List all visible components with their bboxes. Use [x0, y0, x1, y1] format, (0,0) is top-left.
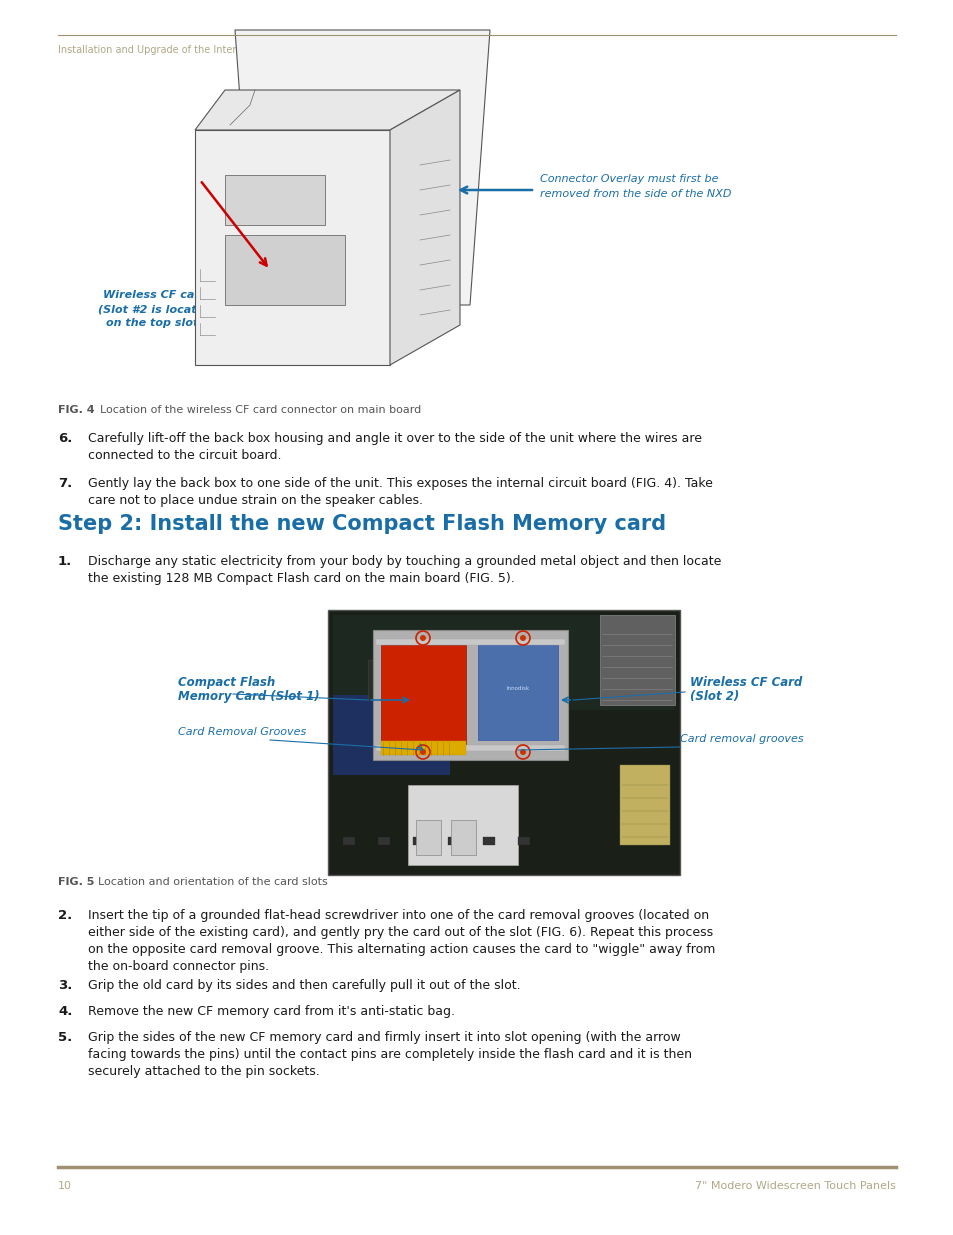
Text: 6.: 6.: [58, 432, 72, 445]
Text: 2.: 2.: [58, 909, 72, 923]
Bar: [482, 837, 495, 845]
Circle shape: [519, 635, 525, 641]
Bar: [373, 630, 567, 760]
Text: 1.: 1.: [58, 555, 72, 568]
Bar: [380, 741, 465, 755]
Bar: [599, 615, 675, 705]
Bar: [380, 645, 465, 745]
Bar: [333, 695, 450, 776]
Bar: [408, 785, 517, 864]
Polygon shape: [194, 90, 459, 130]
Text: Wireless CF card: Wireless CF card: [103, 290, 207, 300]
Text: Grip the sides of the new CF memory card and firmly insert it into slot opening : Grip the sides of the new CF memory card…: [88, 1031, 680, 1044]
Text: Card removal grooves: Card removal grooves: [679, 734, 802, 743]
Text: FIG. 4: FIG. 4: [58, 405, 94, 415]
Text: the on-board connector pins.: the on-board connector pins.: [88, 960, 269, 973]
Circle shape: [419, 635, 426, 641]
Text: Location and orientation of the card slots: Location and orientation of the card slo…: [91, 877, 328, 887]
Text: Grip the old card by its sides and then carefully pull it out of the slot.: Grip the old card by its sides and then …: [88, 979, 520, 992]
Text: Insert the tip of a grounded flat-head screwdriver into one of the card removal : Insert the tip of a grounded flat-head s…: [88, 909, 708, 923]
Bar: [328, 610, 679, 876]
Text: Installation and Upgrade of the Internal NXD Components: Installation and Upgrade of the Internal…: [58, 44, 340, 56]
Text: securely attached to the pin sockets.: securely attached to the pin sockets.: [88, 1065, 319, 1078]
Text: Card Removal Grooves: Card Removal Grooves: [178, 727, 306, 737]
Bar: [448, 837, 459, 845]
Text: 7.: 7.: [58, 477, 72, 490]
Bar: [377, 837, 390, 845]
Text: on the top slot): on the top slot): [106, 317, 204, 329]
Text: Memory Card (Slot 1): Memory Card (Slot 1): [178, 690, 319, 703]
Text: connected to the circuit board.: connected to the circuit board.: [88, 450, 281, 462]
Text: (Slot 2): (Slot 2): [689, 690, 739, 703]
Bar: [416, 820, 440, 855]
Text: Discharge any static electricity from your body by touching a grounded metal obj: Discharge any static electricity from yo…: [88, 555, 720, 568]
Text: 5.: 5.: [58, 1031, 72, 1044]
Text: Carefully lift-off the back box housing and angle it over to the side of the uni: Carefully lift-off the back box housing …: [88, 432, 701, 445]
Text: AMX: AMX: [410, 673, 425, 679]
Text: either side of the existing card), and gently pry the card out of the slot (FIG.: either side of the existing card), and g…: [88, 926, 713, 939]
Text: (Slot #2 is located: (Slot #2 is located: [98, 304, 212, 314]
Text: Connector Overlay must first be: Connector Overlay must first be: [539, 174, 718, 184]
Text: care not to place undue strain on the speaker cables.: care not to place undue strain on the sp…: [88, 494, 422, 508]
Bar: [619, 764, 669, 845]
Bar: [477, 645, 558, 740]
Bar: [225, 235, 345, 305]
Bar: [517, 837, 530, 845]
Circle shape: [519, 748, 525, 755]
Text: 3.: 3.: [58, 979, 72, 992]
Text: Step 2: Install the new Compact Flash Memory card: Step 2: Install the new Compact Flash Me…: [58, 514, 665, 534]
Text: the existing 128 MB Compact Flash card on the main board (FIG. 5).: the existing 128 MB Compact Flash card o…: [88, 572, 515, 585]
Bar: [375, 745, 564, 751]
Text: 7" Modero Widescreen Touch Panels: 7" Modero Widescreen Touch Panels: [695, 1181, 895, 1191]
Text: Compact Flash: Compact Flash: [178, 676, 275, 689]
Bar: [343, 837, 355, 845]
Text: FIG. 5: FIG. 5: [58, 877, 94, 887]
Polygon shape: [234, 30, 490, 305]
Text: Innodisk: Innodisk: [506, 685, 529, 692]
Bar: [413, 837, 424, 845]
Text: Remove the new CF memory card from it's anti-static bag.: Remove the new CF memory card from it's …: [88, 1005, 455, 1018]
Text: Location of the wireless CF card connector on main board: Location of the wireless CF card connect…: [92, 405, 421, 415]
Text: Gently lay the back box to one side of the unit. This exposes the internal circu: Gently lay the back box to one side of t…: [88, 477, 712, 490]
Bar: [225, 175, 325, 225]
Bar: [368, 659, 468, 700]
Bar: [333, 615, 675, 710]
Bar: [375, 638, 564, 645]
Text: 10: 10: [58, 1181, 71, 1191]
Text: Wireless CF Card: Wireless CF Card: [689, 676, 801, 689]
Text: 4.: 4.: [58, 1005, 72, 1018]
Bar: [451, 820, 476, 855]
Polygon shape: [194, 130, 390, 366]
Text: on the opposite card removal groove. This alternating action causes the card to : on the opposite card removal groove. Thi…: [88, 944, 715, 956]
Polygon shape: [390, 90, 459, 366]
Text: removed from the side of the NXD: removed from the side of the NXD: [539, 189, 731, 199]
Circle shape: [419, 748, 426, 755]
Text: facing towards the pins) until the contact pins are completely inside the flash : facing towards the pins) until the conta…: [88, 1049, 691, 1061]
